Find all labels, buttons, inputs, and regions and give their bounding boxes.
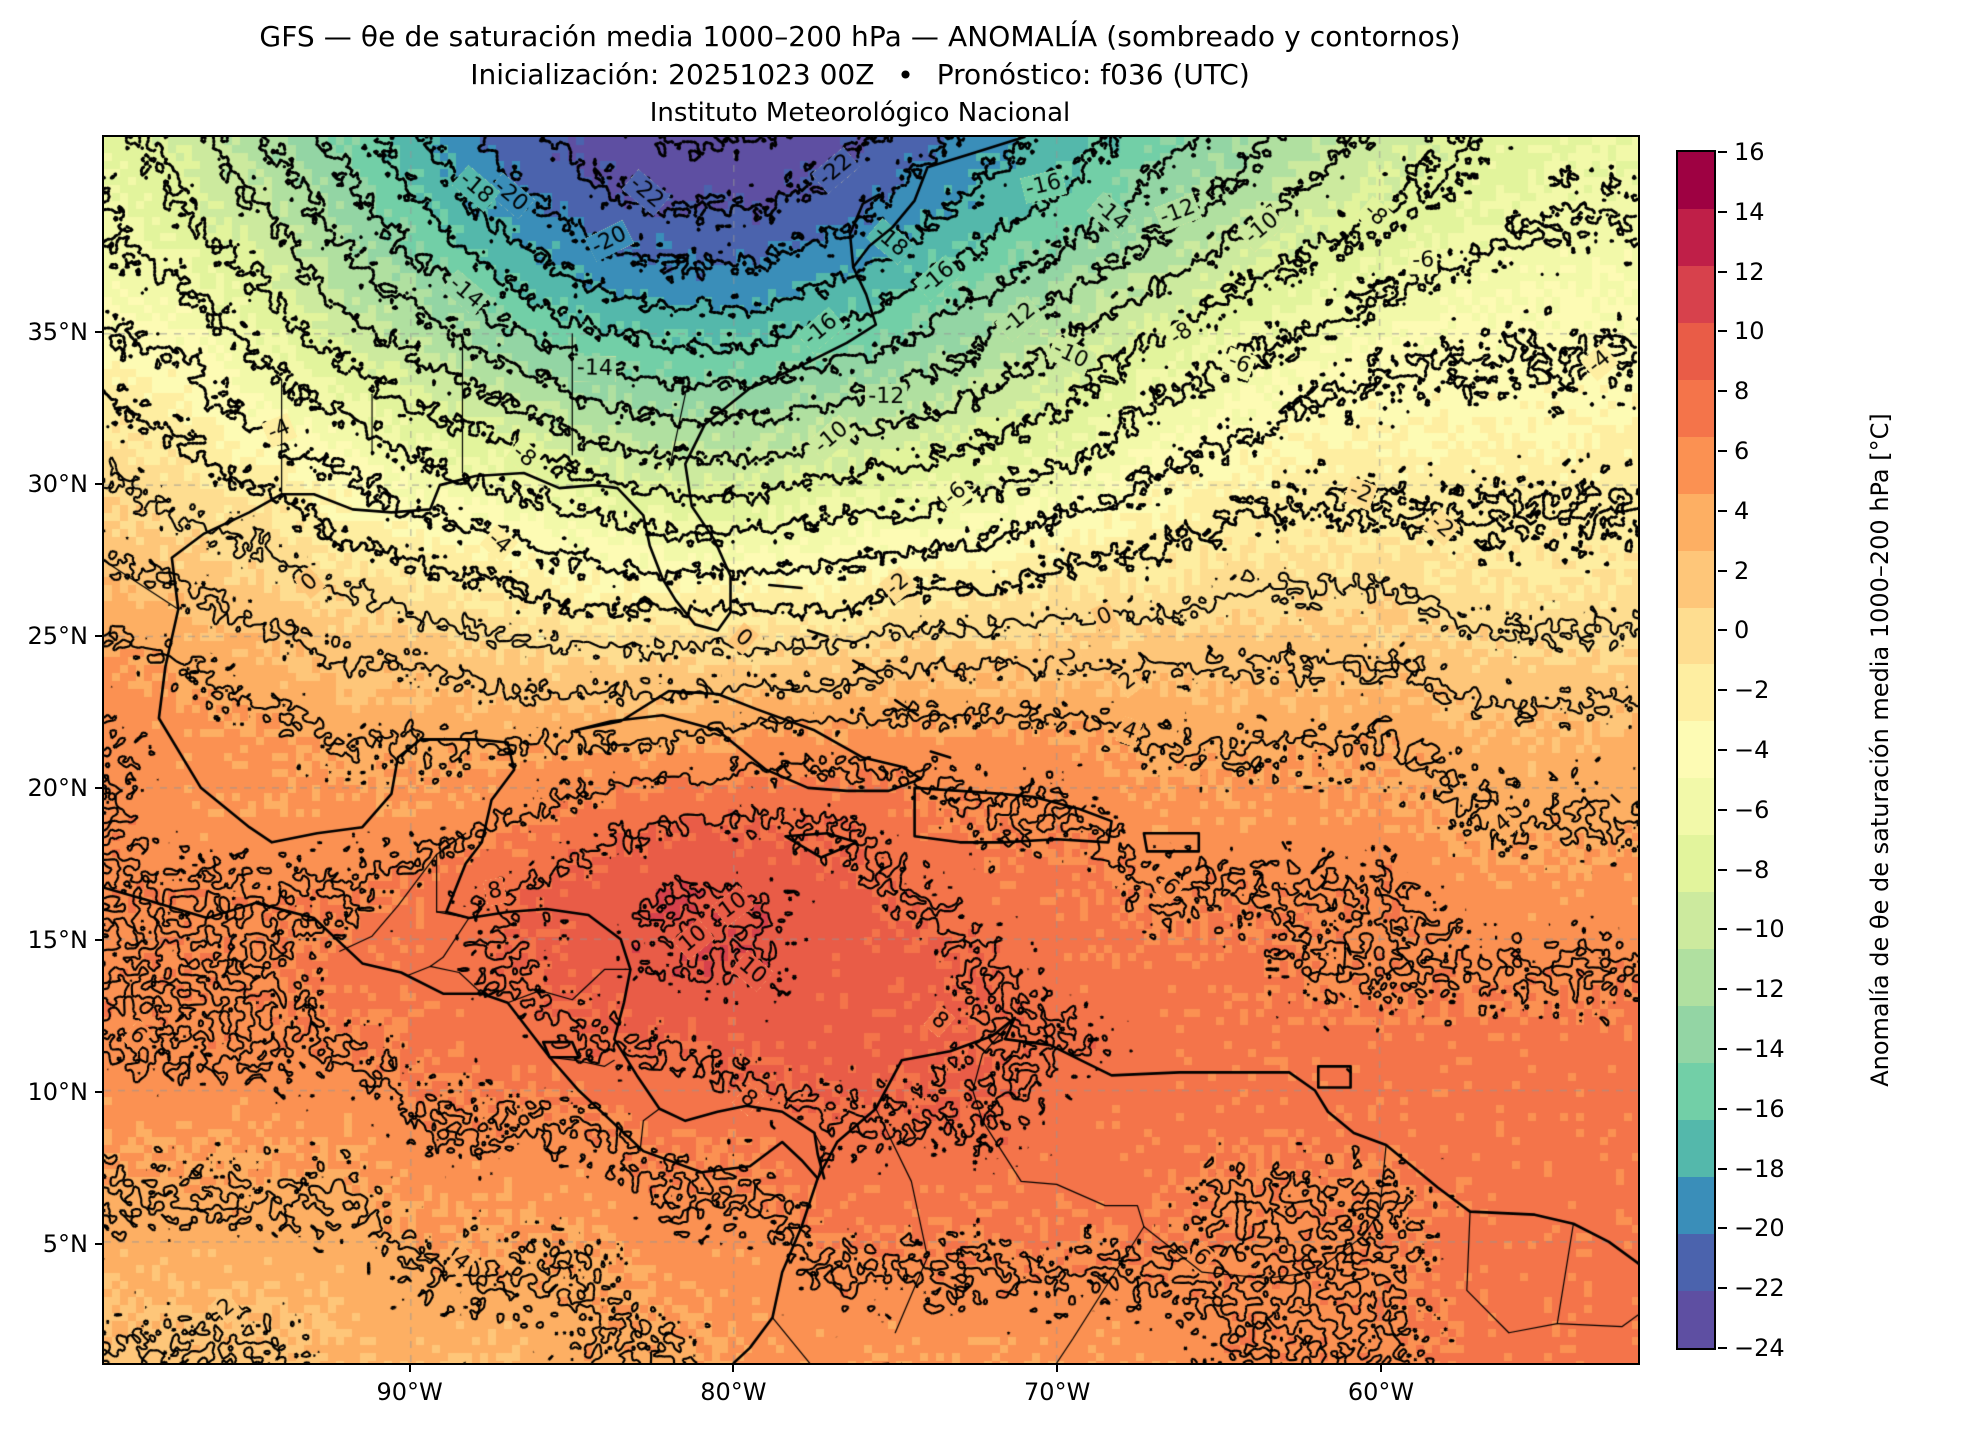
latitude-tick-label: 20°N [27, 773, 89, 802]
map-plot-area [102, 135, 1640, 1365]
colorbar-tick [1718, 1227, 1727, 1230]
colorbar-tick [1718, 1048, 1727, 1050]
colorbar-band [1678, 721, 1714, 779]
colorbar-band [1678, 208, 1714, 266]
colorbar-tick-label: −2 [1734, 676, 1770, 705]
latitude-tick [95, 331, 102, 334]
chart-title: GFS — θe de saturación media 1000–200 hP… [259, 20, 1461, 53]
latitude-tick [95, 938, 102, 941]
latitude-tick [95, 1242, 102, 1245]
colorbar-tick [1718, 270, 1727, 273]
colorbar-band [1678, 1006, 1714, 1063]
longitude-tick-label: 80°W [700, 1378, 767, 1406]
latitude-tick-label: 10°N [27, 1077, 89, 1106]
colorbar-band [1678, 1176, 1714, 1234]
colorbar-band [1678, 892, 1714, 950]
colorbar-tick [1718, 569, 1727, 572]
longitude-tick [1056, 1365, 1059, 1372]
latitude-tick-label: 15°N [27, 925, 89, 954]
longitude-tick [732, 1365, 735, 1372]
colorbar-band [1678, 664, 1714, 722]
latitude-tick-label: 25°N [27, 622, 89, 651]
colorbar-band [1678, 550, 1714, 608]
colorbar-band [1678, 322, 1714, 380]
colorbar-tick-label: −10 [1734, 915, 1785, 944]
chart-subtitle: Inicialización: 20251023 00Z • Pronóstic… [0, 56, 1720, 95]
colorbar-tick [1718, 1107, 1727, 1110]
colorbar-tick-label: 14 [1734, 197, 1765, 226]
colorbar-tick [1718, 390, 1727, 393]
colorbar-band [1678, 607, 1714, 665]
colorbar [1676, 150, 1716, 1350]
forecast-hour: Pronóstico: f036 (UTC) [936, 58, 1250, 91]
colorbar-tick-label: 2 [1734, 556, 1750, 585]
colorbar-tick-label: 6 [1734, 437, 1750, 465]
colorbar-tick-label: 4 [1734, 496, 1750, 525]
colorbar-tick [1718, 868, 1727, 871]
colorbar-band [1678, 379, 1714, 437]
colorbar-tick-label: −6 [1734, 795, 1770, 824]
colorbar-tick [1718, 1287, 1727, 1290]
colorbar-band [1678, 1063, 1714, 1120]
colorbar-tick [1718, 749, 1727, 751]
colorbar-tick-label: −22 [1734, 1274, 1785, 1303]
latitude-tick [95, 483, 102, 486]
longitude-tick-label: 60°W [1347, 1378, 1415, 1406]
latitude-tick [95, 635, 102, 638]
colorbar-tick-label: 12 [1734, 257, 1765, 286]
colorbar-tick [1718, 210, 1727, 213]
latitude-tick-label: 30°N [27, 470, 89, 499]
colorbar-tick [1718, 509, 1727, 512]
separator-dot: • [897, 59, 914, 92]
colorbar-band [1678, 778, 1714, 836]
colorbar-tick-label: −20 [1734, 1214, 1785, 1243]
colorbar-tick-label: −24 [1734, 1334, 1785, 1362]
colorbar-tick [1718, 1167, 1727, 1170]
colorbar-band [1678, 949, 1714, 1007]
colorbar-tick [1718, 928, 1727, 931]
longitude-tick-label: 90°W [376, 1378, 443, 1406]
colorbar-tick-label: −14 [1734, 1035, 1785, 1063]
colorbar-tick [1718, 689, 1727, 692]
latitude-tick [95, 1090, 102, 1093]
title-block: GFS — θe de saturación media 1000–200 hP… [0, 18, 1720, 131]
colorbar-band [1678, 436, 1714, 494]
longitude-tick [408, 1365, 411, 1372]
longitude-tick-label: 70°W [1024, 1378, 1091, 1406]
latitude-tick-label: 35°N [27, 318, 89, 347]
colorbar-band [1678, 493, 1714, 551]
colorbar-band [1678, 152, 1714, 209]
colorbar-tick-label: −8 [1734, 855, 1770, 884]
colorbar-label: Anomalía de θe de saturación media 1000–… [1866, 413, 1894, 1087]
colorbar-tick [1718, 151, 1727, 153]
colorbar-band [1678, 265, 1714, 323]
colorbar-band [1678, 1290, 1714, 1348]
colorbar-tick-label: 8 [1734, 377, 1750, 406]
colorbar-tick-label: −12 [1734, 975, 1785, 1004]
latitude-tick [95, 786, 102, 789]
longitude-tick [1379, 1365, 1382, 1372]
colorbar-tick-label: 0 [1734, 616, 1750, 645]
colorbar-band [1678, 1233, 1714, 1291]
colorbar-tick [1718, 988, 1727, 991]
latitude-tick-label: 5°N [42, 1229, 88, 1258]
colorbar-tick-label: −16 [1734, 1094, 1785, 1123]
colorbar-tick-label: −18 [1734, 1154, 1785, 1183]
colorbar-tick-label: 10 [1734, 317, 1765, 346]
colorbar-tick [1718, 629, 1727, 632]
colorbar-tick [1718, 450, 1727, 452]
init-time: Inicialización: 20251023 00Z [470, 58, 875, 91]
anomaly-field-canvas [104, 137, 1638, 1363]
institution-name: Instituto Meteorológico Nacional [649, 98, 1071, 128]
colorbar-tick-label: −4 [1734, 736, 1770, 764]
colorbar-band [1678, 1119, 1714, 1177]
colorbar-tick [1718, 808, 1727, 811]
colorbar-tick [1718, 330, 1727, 333]
colorbar-tick-label: 16 [1734, 138, 1765, 166]
colorbar-band [1678, 835, 1714, 893]
colorbar-tick [1718, 1347, 1727, 1349]
